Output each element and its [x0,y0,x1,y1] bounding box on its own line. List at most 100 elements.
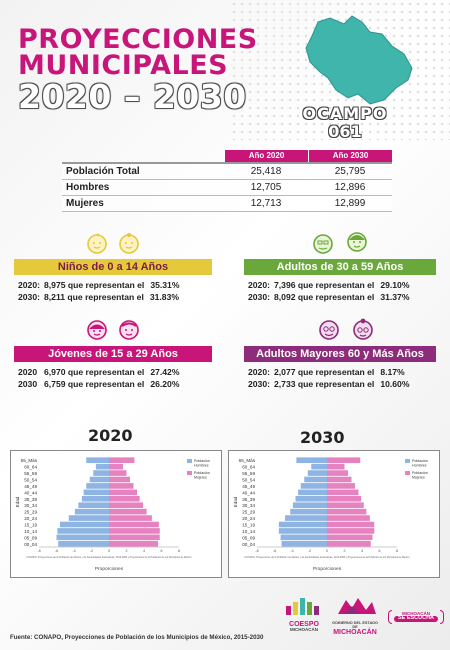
bar-women [109,463,123,470]
bar-men [307,470,327,476]
bar-women [109,476,130,483]
bar-women [109,457,135,464]
age-tick-label: 55_59 [24,471,37,476]
legend-label: Mujeres [194,475,207,479]
stat-year: 2030: [18,292,40,302]
age-tick-label: 10_14 [242,529,255,534]
bar-women [327,540,371,547]
age-tick-label: 40_44 [242,490,255,495]
chart-title-2030: 2030 [300,428,345,447]
age-tick-label: 20_24 [24,516,37,521]
bar-women [327,508,367,515]
bar-men [295,495,327,502]
bar-men [311,463,327,470]
bar-women [327,515,370,521]
bar-women [327,528,375,534]
legend-swatch [405,459,410,463]
mayores-stat-2030: 2030: 2,733 que representan el 10.60% [248,379,409,389]
bar-men [285,515,327,521]
bar-men [86,483,109,489]
bar-men [290,508,327,515]
bar-women [109,470,127,476]
sound-wave-left-icon [388,610,392,624]
coespo-text: COESPO [289,621,319,628]
bar-women [109,483,134,489]
age-tick-label: 00_04 [242,542,255,547]
bar-women [109,495,140,502]
bar-men [57,528,109,534]
legend-swatch [187,471,192,475]
stat-text: 6,759 que representan el [44,379,145,389]
row-value-2020: 25,418 [250,166,282,177]
stat-percent: 27.42% [150,367,180,377]
legend-label: Población [412,471,428,475]
bar-women [327,470,348,476]
ninos-stat-2020: 2020: 8,975 que representan el 35.31% [18,280,179,290]
x-axis-label: Proporciones [95,566,124,572]
bar-men [296,457,327,464]
population-table: Año 2020 Año 2030 Población Total 25,418… [62,150,392,212]
stat-percent: 31.37% [380,292,410,302]
bar-women [109,508,147,515]
y-axis-label: Edad [15,496,20,507]
municipality-name: OCAMPO [302,104,388,123]
young-man-icon [119,320,139,340]
title-years: 2020 – 2030 [18,77,247,116]
escucha-logo: MICHOACÁN SE ESCUCHA [388,610,444,624]
stat-year: 2020: [248,367,270,377]
sound-wave-right-icon [440,610,444,624]
legend-swatch [405,471,410,475]
age-tick-label: 00_04 [24,542,37,547]
mayores-stat-2020: 2020: 2,077 que representan el 8.17% [248,367,405,377]
age-tick-label: 20_24 [242,516,255,521]
young-woman-icon [87,320,107,340]
row-value-2030: 12,899 [334,198,366,209]
row-value-2030: 25,795 [334,166,366,177]
escucha-subtext: SE ESCUCHA [394,616,438,623]
stat-text: 6,970 que representan el [44,367,145,377]
bar-men [304,476,327,483]
age-tick-label: 15_19 [242,523,255,528]
row-value-2020: 12,713 [250,198,282,209]
x-tick-label: 6 [161,549,163,553]
table-header-2030: Año 2030 [308,150,392,162]
title-line-2: MUNICIPALES [18,50,229,81]
row-label: Hombres [66,182,110,193]
age-tick-label: 05_09 [24,535,37,540]
x-tick-label: 8 [396,549,398,553]
age-tick-label: 50_54 [24,478,37,483]
x-tick-label: 8 [178,549,180,553]
jovenes-stat-2020: 2020 6,970 que representan el 27.42% [18,367,179,377]
baby-girl-icon [119,233,139,254]
y-axis-label: Edad [233,496,238,507]
age-tick-label: 35_39 [24,497,37,502]
bar-men [60,521,109,528]
stat-percent: 35.31% [150,280,180,290]
bar-women [327,495,362,502]
x-tick-label: 2 [344,549,346,553]
stat-text: 7,396 que representan el [274,280,375,290]
bar-men [83,489,109,496]
bar-women [327,463,345,470]
bar-women [109,540,158,547]
stat-text: 2,077 que representan el [274,367,375,377]
bar-men [278,521,327,528]
row-value-2030: 12,896 [334,182,366,193]
bar-women [327,483,355,489]
coespo-logo: COESPO MICHOACÁN [282,596,326,633]
chart-title-2020: 2020 [88,426,133,445]
bar-men [74,508,109,515]
x-tick-label: -4 [290,549,293,553]
age-tick-label: 10_14 [24,529,37,534]
bar-men [78,502,109,509]
x-tick-label: 2 [126,549,128,553]
bar-men [89,476,109,483]
bar-men [58,540,109,547]
x-tick-label: 4 [361,549,363,553]
adult-man-icon [313,234,333,254]
bar-men [93,470,109,476]
x-tick-label: -4 [72,549,75,553]
stat-text: 8,092 que representan el [274,292,375,302]
gobierno-text: GOBIERNO DEL ESTADO DE [332,621,378,629]
